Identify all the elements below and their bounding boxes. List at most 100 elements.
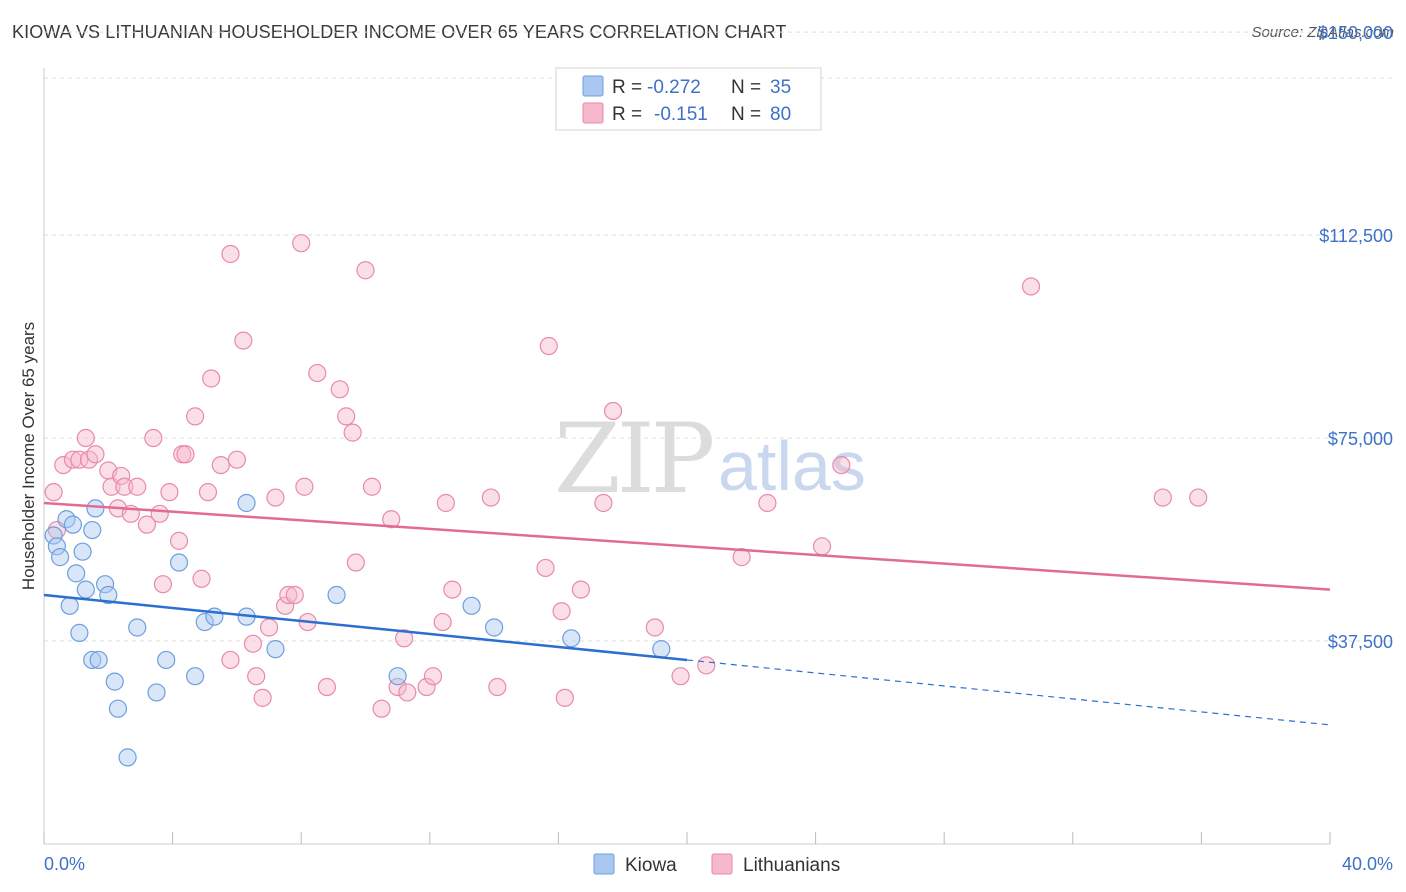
lithuanians-point [259,618,279,637]
kiowa-point [73,542,92,561]
legend-r-value-lithuanians: -0.151 [654,104,708,125]
watermark-atlas: atlas [718,427,866,505]
lithuanians-point [279,585,298,605]
kiowa-points [44,493,671,767]
lithuanians-point [144,428,163,448]
kiowa-point [462,596,481,615]
lithuanians-point [234,331,253,350]
lithuanians-point [76,428,95,448]
lithuanians-point [247,667,266,686]
lithuanians-point [253,688,272,707]
legend-r-value-kiowa: -0.272 [647,77,701,98]
kiowa-point [105,672,124,691]
kiowa-point [99,585,118,605]
lithuanians-point [266,488,285,507]
legend-r-label-lithuanians: R = [612,104,642,125]
lithuanians-point [356,261,375,280]
lithuanians-point [70,450,89,469]
kiowa-point [327,585,346,605]
x-ticks [43,832,1331,844]
kiowa-trend-extension [686,659,1331,726]
lithuanians-point [198,483,218,502]
lithuanians-points [44,234,1208,718]
lithuanians-point [86,445,105,464]
kiowa-point [50,548,70,567]
kiowa-point [47,537,66,556]
kiowa-point [118,748,137,767]
lithuanians-point [211,455,230,475]
legend-bottom-swatch-kiowa [593,853,615,875]
lithuanians-point [758,493,777,513]
lithuanians-point [243,634,263,653]
lithuanians-point [372,699,391,718]
x-tick-label-min: 0.0% [44,854,85,874]
lithuanians-point [221,650,240,670]
lithuanians-point [202,369,221,388]
trend-lines [43,501,1331,726]
lithuanians-point [337,407,356,426]
watermark-zip: ZIP [554,403,713,515]
kiowa-point [266,640,285,659]
kiowa-point [83,520,102,540]
lithuanians-point [317,677,337,697]
lithuanians-point [112,466,131,486]
kiowa-point [63,515,83,534]
kiowa-point [169,553,189,572]
lithuanians-point [115,477,134,496]
lithuanians-point [571,580,591,599]
kiowa-point [67,564,86,583]
lithuanians-point [285,585,304,605]
lithuanians-point [150,504,169,523]
x-tick-label-max: 40.0% [1342,854,1393,874]
legend-bottom-swatch-lithuanians [711,853,733,875]
lithuanians-point [221,244,240,264]
kiowa-point [562,629,581,648]
legend-n-label-kiowa: N = [731,77,761,98]
kiowa-point [44,526,63,545]
y-tick-labels: $37,500 $75,000 $112,500 $150,000 [1318,23,1393,652]
kiowa-point [128,618,147,637]
y-tick-label: $150,000 [1318,23,1393,43]
kiowa-point [186,667,205,686]
lithuanians-point [539,336,558,356]
lithuanians-point [394,629,414,648]
lithuanians-point [292,234,311,253]
legend-bottom: Kiowa Lithuanians [593,853,840,876]
lithuanians-point [343,423,362,442]
lithuanians-point [346,553,365,572]
lithuanians-point [54,455,73,475]
lithuanians-point [160,483,179,502]
lithuanians-trend-line [43,501,1331,591]
lithuanians-point [44,483,63,502]
kiowa-point [652,640,671,659]
lithuanians-point [417,677,436,697]
lithuanians-point [388,677,407,697]
legend-n-label-lithuanians: N = [731,104,761,125]
legend-bottom-label-kiowa: Kiowa [625,855,677,876]
lithuanians-point [398,683,417,702]
lithuanians-point [443,580,462,599]
lithuanians-point [812,537,832,556]
kiowa-point [60,596,79,615]
legend-bottom-label-lithuanians: Lithuanians [743,855,840,876]
lithuanians-point [697,656,716,675]
source-credit: Source: ZipAtlas.com [1251,24,1394,41]
y-axis-title: Householder Income Over 65 years [19,322,38,590]
lithuanians-point [128,477,147,496]
kiowa-point [157,650,176,670]
lithuanians-point [1153,488,1172,507]
kiowa-point [76,580,95,599]
lithuanians-point [153,575,173,594]
lithuanians-point [137,515,156,534]
kiowa-point [147,683,166,702]
kiowa-point [388,667,407,686]
lithuanians-point [536,558,555,578]
lithuanians-point [192,569,211,588]
legend-swatch-kiowa [582,75,604,97]
lithuanians-point [176,445,195,464]
lithuanians-point [552,602,571,621]
lithuanians-point [308,363,327,383]
legend-n-value-kiowa: 35 [770,77,791,98]
kiowa-point [195,612,214,632]
